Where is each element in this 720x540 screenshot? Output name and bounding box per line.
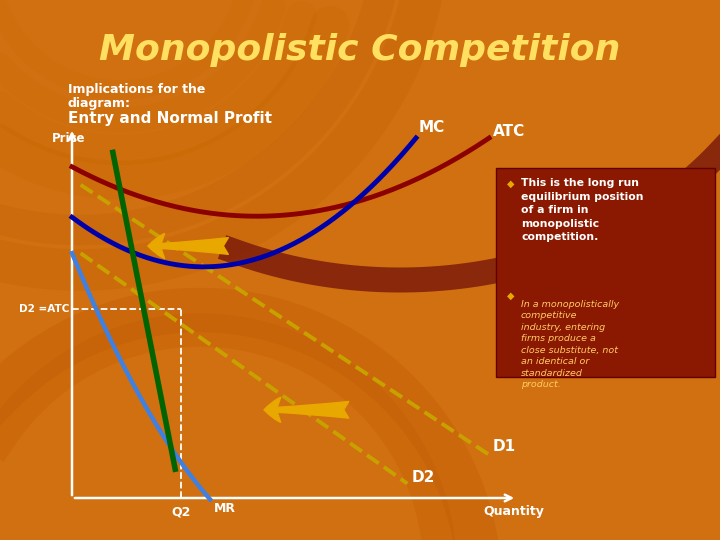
Text: Quantity: Quantity (484, 505, 544, 518)
Text: In a monopolistically
competitive
industry, entering
firms produce a
close subst: In a monopolistically competitive indust… (521, 300, 619, 389)
Text: Q2: Q2 (171, 505, 191, 518)
Text: MC: MC (419, 120, 445, 135)
Text: D2 =ATC: D2 =ATC (19, 304, 69, 314)
Text: Implications for the: Implications for the (68, 84, 205, 97)
Text: ◆: ◆ (507, 179, 515, 189)
Text: This is the long run
equilibrium position
of a firm in
monopolistic
competition.: This is the long run equilibrium positio… (521, 178, 644, 242)
Text: ◆: ◆ (507, 291, 515, 301)
Text: D2: D2 (411, 470, 435, 484)
FancyBboxPatch shape (496, 168, 715, 377)
Text: D1: D1 (493, 439, 516, 454)
Text: diagram:: diagram: (68, 98, 131, 111)
Text: ATC: ATC (493, 124, 526, 139)
Text: Monopolistic Competition: Monopolistic Competition (99, 33, 621, 67)
Text: Entry and Normal Profit: Entry and Normal Profit (68, 111, 272, 126)
Text: Price: Price (52, 132, 86, 145)
Text: MR: MR (214, 502, 236, 515)
